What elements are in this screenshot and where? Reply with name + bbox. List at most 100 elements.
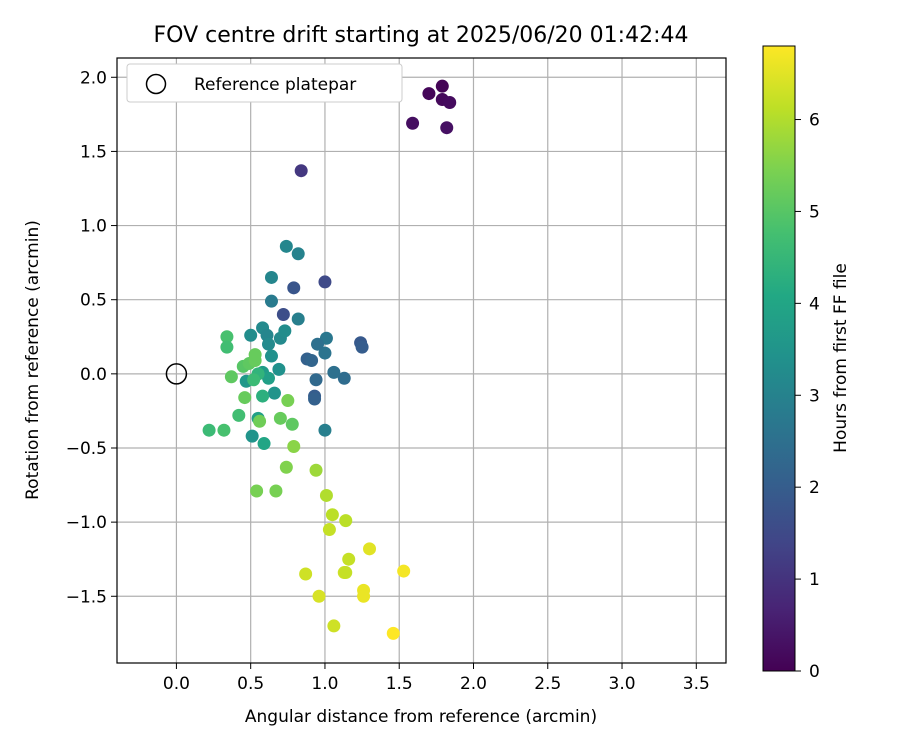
scatter-point xyxy=(248,348,262,362)
scatter-point xyxy=(443,95,457,109)
scatter-point xyxy=(312,589,326,603)
scatter-point xyxy=(440,121,454,135)
colorbar-tick-label: 4 xyxy=(809,294,820,314)
legend-label-reference-platepar: Reference platepar xyxy=(194,75,356,95)
scatter-point xyxy=(262,337,276,351)
scatter-point xyxy=(318,275,332,289)
scatter-point xyxy=(285,417,299,431)
scatter-point xyxy=(357,589,371,603)
scatter-point xyxy=(325,508,339,522)
x-tick-label: 0.5 xyxy=(237,674,264,694)
scatter-point xyxy=(337,371,351,385)
colorbar-tick-label: 2 xyxy=(809,478,820,498)
y-tick-label: 0.5 xyxy=(80,291,107,311)
scatter-point xyxy=(264,270,278,284)
legend: Reference platepar xyxy=(126,63,403,103)
scatter-point xyxy=(339,514,353,528)
x-tick-label: 3.5 xyxy=(683,674,710,694)
scatter-point xyxy=(238,391,252,405)
scatter-point xyxy=(217,423,231,437)
colorbar-gradient xyxy=(762,45,796,672)
scatter-point xyxy=(264,349,278,363)
scatter-point xyxy=(339,566,353,580)
scatter-point xyxy=(319,488,333,502)
scatter-point xyxy=(305,354,319,367)
scatter-point xyxy=(422,87,436,101)
scatter-point xyxy=(327,365,341,379)
x-tick-label: 3.0 xyxy=(609,674,636,694)
y-tick-label: 2.0 xyxy=(80,68,107,88)
x-tick-label: 1.0 xyxy=(311,674,338,694)
colorbar-ticks: 0 1 2 3 4 5 6 xyxy=(795,111,820,682)
scatter-point xyxy=(386,626,400,640)
y-tick-label: 1.0 xyxy=(80,217,107,237)
scatter-point xyxy=(294,164,308,178)
scatter-point xyxy=(253,414,267,428)
scatter-point xyxy=(262,371,276,385)
scatter-point xyxy=(291,247,305,261)
scatter-point xyxy=(250,484,264,498)
legend-box xyxy=(126,63,403,103)
scatter-point xyxy=(406,116,420,130)
scatter-point xyxy=(247,373,261,387)
scatter-point xyxy=(309,373,323,387)
scatter-point xyxy=(269,484,283,498)
x-axis-label: Angular distance from reference (arcmin) xyxy=(245,707,597,727)
y-tick-label: −1.5 xyxy=(66,587,107,607)
scatter-point xyxy=(397,564,411,578)
y-tick-label: 1.5 xyxy=(80,142,107,162)
y-tick-label: −0.5 xyxy=(66,439,107,459)
colorbar-tick-label: 6 xyxy=(809,111,820,131)
scatter-point xyxy=(318,346,332,360)
scatter-point xyxy=(273,411,287,425)
colorbar-tick-label: 3 xyxy=(809,386,820,406)
scatter-point xyxy=(272,362,286,376)
reference-platepar-point xyxy=(165,363,188,385)
scatter-point xyxy=(267,386,281,400)
scatter-point xyxy=(287,281,301,295)
colorbar-tick-label: 0 xyxy=(809,662,820,682)
x-tick-label: 2.5 xyxy=(534,674,561,694)
reference-marker xyxy=(165,363,188,385)
scatter-point xyxy=(287,440,301,454)
scatter-point xyxy=(309,463,323,477)
scatter-point xyxy=(281,394,295,408)
scatter-point xyxy=(435,79,449,93)
scatter-point xyxy=(220,340,234,354)
scatter-point xyxy=(318,423,332,437)
scatter-point xyxy=(232,408,246,422)
scatter-point xyxy=(220,330,234,344)
scatter-point xyxy=(264,294,278,308)
y-tick-label: 0.0 xyxy=(80,365,107,385)
scatter-point xyxy=(279,460,293,474)
scatter-point xyxy=(308,392,322,406)
scatter-point xyxy=(327,619,341,633)
scatter-point xyxy=(279,239,293,253)
legend-marker-open-circle xyxy=(145,73,167,95)
colorbar: 0 1 2 3 4 5 6 Hours from first FF file xyxy=(762,45,851,682)
chart-title: FOV centre drift starting at 2025/06/20 … xyxy=(154,23,689,48)
y-tick-label: −1.0 xyxy=(66,513,107,533)
scatter-point xyxy=(202,423,216,437)
colorbar-label: Hours from first FF file xyxy=(831,263,851,453)
scatter-point xyxy=(256,389,270,403)
scatter-point xyxy=(245,429,259,443)
scatter-point xyxy=(257,437,271,451)
scatter-point xyxy=(278,324,292,338)
scatter-point xyxy=(355,340,369,354)
scatter-point xyxy=(363,542,377,556)
scatter-point xyxy=(311,337,325,351)
plot-frame xyxy=(116,57,727,664)
scatter-points xyxy=(202,79,457,640)
scatter-point xyxy=(322,523,336,537)
scatter-point xyxy=(276,308,290,322)
scatter-point xyxy=(342,552,356,566)
scatter-point xyxy=(244,328,258,342)
x-axis-ticks: 0.0 0.5 1.0 1.5 2.0 2.5 3.0 3.5 xyxy=(163,663,710,694)
grid xyxy=(117,58,726,663)
scatter-point xyxy=(299,567,313,581)
colorbar-tick-label: 5 xyxy=(809,202,820,222)
x-tick-label: 0.0 xyxy=(163,674,190,694)
x-tick-label: 2.0 xyxy=(460,674,487,694)
scatter-point xyxy=(291,312,305,326)
